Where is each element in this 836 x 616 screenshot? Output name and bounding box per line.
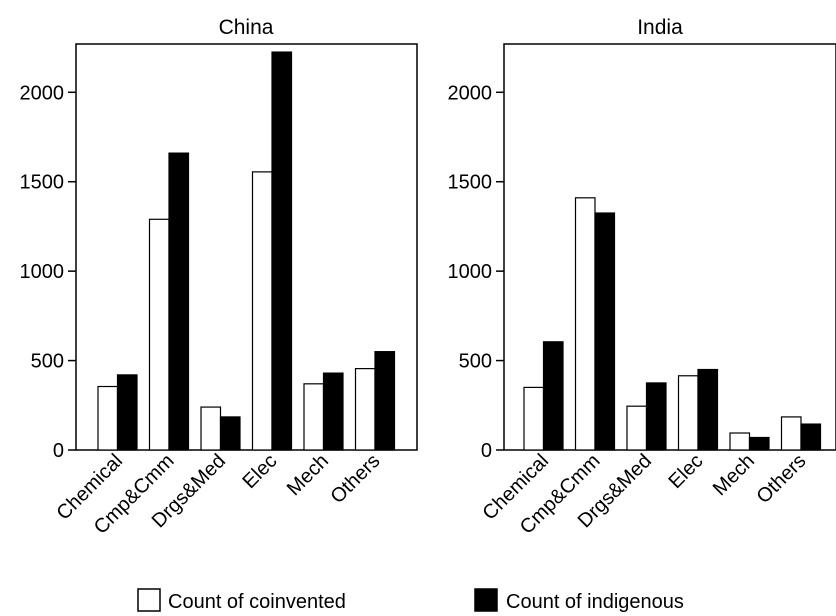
category-label-india-3: Elec: [664, 450, 707, 493]
panel-china: China0500100015002000ChemicalCmp&CmmDrgs…: [20, 16, 418, 539]
bar-china-indigenous-1: [168, 152, 190, 451]
bar-india-coinvented-4: [729, 432, 751, 451]
bar-china-coinvented-1: [148, 218, 170, 451]
bar-india-coinvented-0: [523, 386, 545, 451]
bar-china-coinvented-0: [97, 385, 119, 451]
bar-india-coinvented-3: [677, 375, 699, 451]
panel-india: India0500100015002000ChemicalCmp&CmmDrgs…: [448, 16, 836, 539]
panel-title-china: China: [219, 16, 274, 39]
y-tick-label-india-1500: 1500: [448, 172, 493, 194]
legend-label-indigenous: Count of indigenous: [506, 591, 684, 613]
legend-swatch-indigenous: [474, 588, 498, 612]
y-tick-label-china-1500: 1500: [20, 172, 65, 194]
category-label-china-5: Others: [327, 450, 385, 508]
panel-title-india: India: [637, 16, 683, 39]
bar-china-indigenous-3: [271, 51, 293, 451]
plot-frame-india: [503, 43, 836, 451]
bar-china-indigenous-0: [116, 374, 138, 451]
legend-label-coinvented: Count of coinvented: [168, 591, 346, 613]
bar-india-indigenous-3: [697, 368, 719, 451]
bar-china-coinvented-2: [200, 406, 222, 451]
bar-india-coinvented-5: [780, 416, 802, 451]
bar-china-coinvented-3: [251, 171, 273, 451]
category-label-india-5: Others: [753, 450, 811, 508]
y-tick-label-india-2000: 2000: [448, 82, 493, 104]
bar-india-coinvented-2: [626, 405, 648, 451]
y-tick-label-china-500: 500: [31, 351, 64, 373]
bar-china-indigenous-2: [219, 416, 241, 451]
bar-india-indigenous-5: [800, 423, 822, 451]
plot-frame-china: [75, 43, 418, 451]
legend-swatch-coinvented: [137, 588, 161, 612]
y-tick-label-india-1000: 1000: [448, 261, 493, 283]
y-tick-label-china-2000: 2000: [20, 82, 65, 104]
bar-india-indigenous-4: [748, 436, 770, 451]
bar-china-indigenous-4: [322, 372, 344, 451]
bar-china-coinvented-5: [354, 368, 376, 451]
legend: Count of coinvented Count of indigenous: [137, 588, 684, 613]
bar-india-indigenous-0: [542, 341, 564, 451]
y-tick-label-china-0: 0: [53, 440, 64, 462]
category-label-china-3: Elec: [238, 450, 281, 493]
y-tick-label-india-0: 0: [481, 440, 492, 462]
y-tick-label-india-500: 500: [459, 351, 492, 373]
bar-india-indigenous-1: [594, 212, 616, 451]
y-tick-label-china-1000: 1000: [20, 261, 65, 283]
bar-china-indigenous-5: [374, 351, 396, 451]
bar-india-coinvented-1: [574, 197, 596, 451]
bar-india-indigenous-2: [645, 382, 667, 451]
bar-china-coinvented-4: [303, 383, 325, 451]
